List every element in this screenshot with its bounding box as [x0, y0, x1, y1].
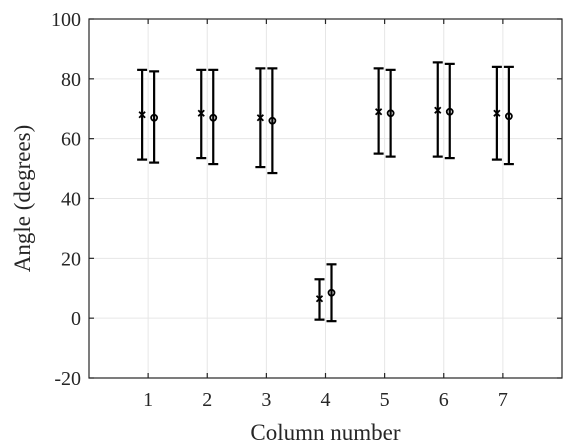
data-point-circle — [150, 113, 159, 122]
data-point-cross — [138, 111, 146, 119]
cross-stroke — [197, 109, 205, 117]
data-point-circle — [386, 109, 395, 118]
y-tick-label: 80 — [61, 69, 81, 91]
data-point-cross — [315, 295, 324, 303]
y-tick-label: 20 — [61, 248, 81, 270]
y-axis-label: Angle (degrees) — [10, 125, 35, 273]
x-tick-label: 7 — [498, 389, 508, 411]
y-axis-tick-labels: -20 0 20 40 60 80 100 — [51, 9, 81, 390]
data-point-cross — [256, 114, 265, 122]
data-markers — [138, 106, 513, 303]
cross-stroke — [434, 106, 442, 114]
y-tick-label: 40 — [61, 189, 81, 211]
y-tick-label: -20 — [54, 368, 81, 390]
data-point-cross — [434, 106, 442, 114]
x-tick-label: 3 — [261, 389, 271, 411]
x-tick-label: 2 — [202, 389, 212, 411]
cross-stroke — [493, 109, 501, 117]
data-point-circle — [268, 116, 277, 125]
cross-stroke — [256, 114, 265, 122]
data-point-cross — [197, 109, 205, 117]
x-tick-label: 5 — [380, 389, 390, 411]
x-tick-label: 1 — [143, 389, 153, 411]
y-tick-label: 100 — [51, 9, 81, 31]
axis-ticks — [89, 18, 562, 379]
data-point-cross — [374, 108, 383, 116]
x-axis-tick-labels: 1 2 3 4 5 6 7 — [143, 389, 508, 411]
cross-stroke — [315, 295, 324, 303]
data-point-circle — [445, 107, 454, 116]
x-axis-label: Column number — [250, 420, 400, 445]
grid — [89, 18, 562, 379]
y-tick-label: 0 — [71, 308, 81, 330]
y-tick-label: 60 — [61, 129, 81, 151]
data-point-circle — [327, 288, 336, 297]
data-point-circle — [209, 113, 218, 122]
data-point-cross — [493, 109, 501, 117]
data-point-circle — [504, 112, 513, 121]
x-tick-label: 4 — [321, 389, 331, 411]
cross-stroke — [374, 108, 383, 116]
cross-stroke — [138, 111, 146, 119]
x-tick-label: 6 — [439, 389, 449, 411]
